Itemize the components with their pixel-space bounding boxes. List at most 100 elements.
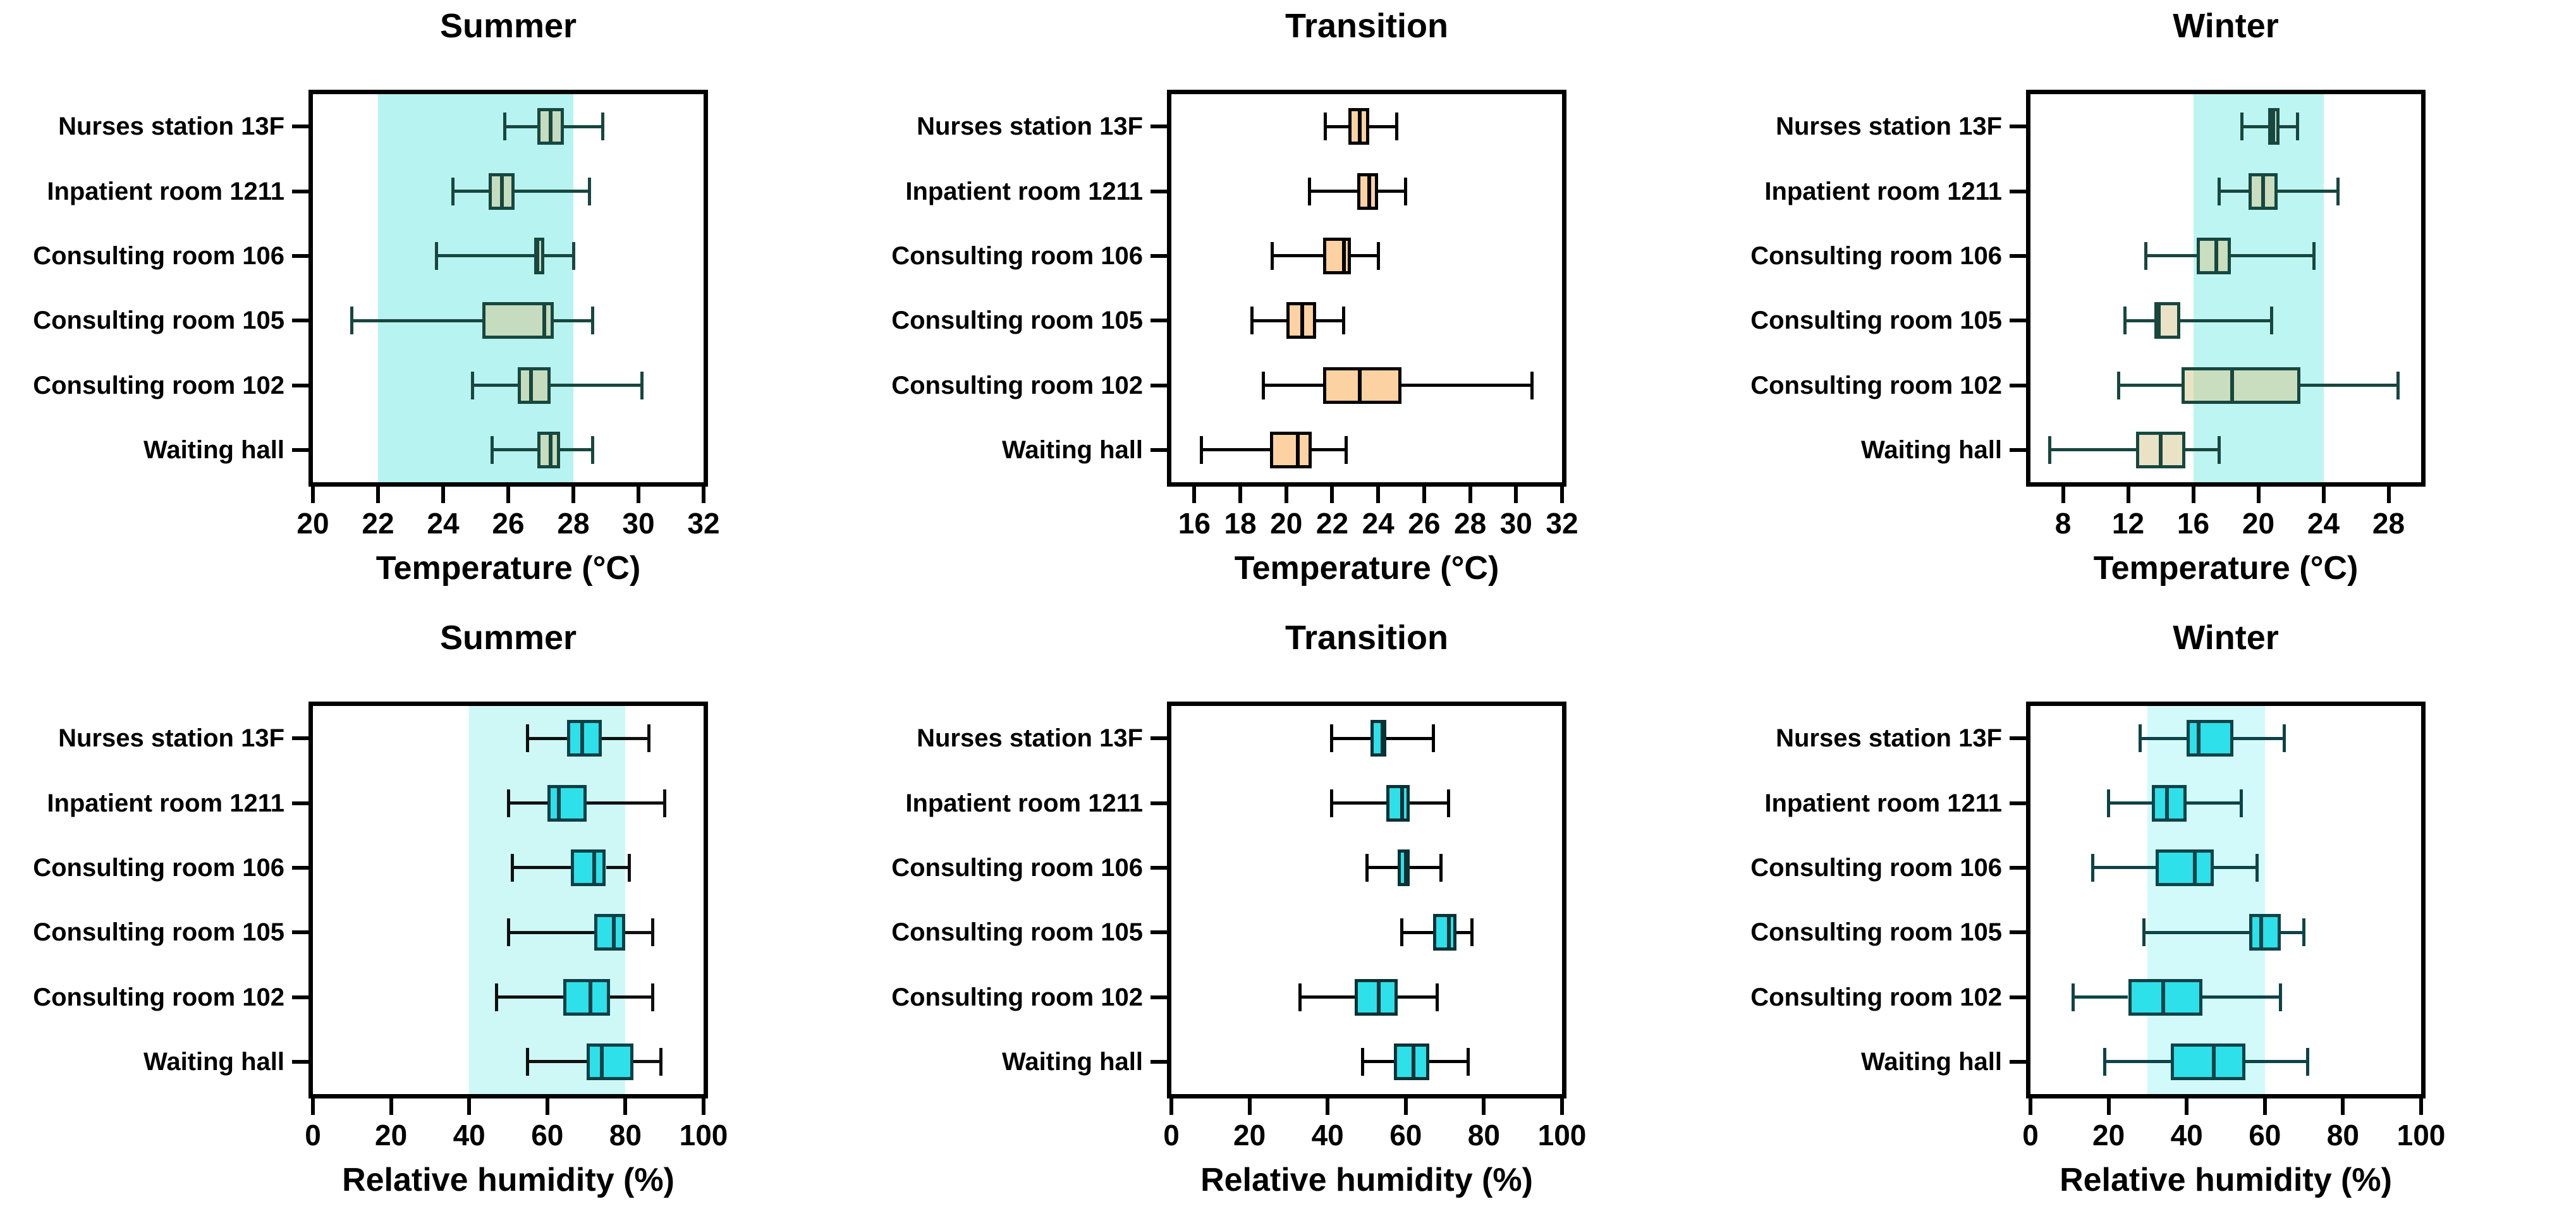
category-label: Consulting room 105 bbox=[891, 918, 1143, 947]
median-line bbox=[2259, 914, 2263, 951]
whisker-low-cap bbox=[2107, 789, 2111, 817]
x-tick-label: 20 bbox=[2242, 507, 2275, 540]
x-tick-label: 26 bbox=[1408, 507, 1441, 540]
whisker-low-line bbox=[1331, 736, 1371, 740]
median-line bbox=[1300, 302, 1305, 339]
x-tick bbox=[1514, 487, 1518, 503]
x-tick-label: 30 bbox=[622, 507, 655, 540]
whisker-high-cap bbox=[640, 371, 644, 399]
whisker-low-cap bbox=[2144, 241, 2148, 270]
x-axis-label: Relative humidity (%) bbox=[1200, 1162, 1533, 1198]
y-tick bbox=[1151, 801, 1167, 805]
y-tick bbox=[1151, 736, 1167, 741]
x-tick bbox=[506, 487, 510, 503]
whisker-low-cap bbox=[1365, 853, 1369, 882]
whisker-high-cap bbox=[1344, 435, 1348, 464]
median-line bbox=[1376, 978, 1381, 1016]
y-tick bbox=[292, 319, 308, 323]
whisker-high-line bbox=[2202, 995, 2281, 999]
whisker-high-line bbox=[633, 1060, 661, 1064]
y-tick bbox=[292, 383, 308, 387]
x-tick-label: 8 bbox=[2054, 507, 2072, 540]
category-label: Consulting room 105 bbox=[1750, 918, 2002, 947]
category-label: Consulting room 105 bbox=[891, 307, 1143, 335]
x-tick bbox=[1376, 487, 1381, 503]
x-tick-label: 20 bbox=[1270, 507, 1303, 540]
x-tick bbox=[1422, 487, 1426, 503]
y-tick bbox=[292, 125, 308, 129]
whisker-high-line bbox=[602, 736, 649, 740]
x-tick-label: 12 bbox=[2111, 507, 2145, 540]
whisker-low-line bbox=[2146, 254, 2197, 258]
box-consulting-room-105 bbox=[1433, 914, 1457, 951]
x-tick-label: 0 bbox=[2022, 1119, 2039, 1152]
median-line bbox=[557, 784, 561, 822]
box-consulting-room-106 bbox=[2155, 849, 2214, 886]
whisker-high-cap bbox=[647, 724, 650, 753]
x-tick bbox=[1468, 487, 1472, 503]
whisker-high-line bbox=[1350, 254, 1379, 258]
x-tick bbox=[1403, 1098, 1408, 1115]
box-inpatient-room-1211 bbox=[1386, 784, 1410, 822]
whisker-high-cap bbox=[659, 1047, 662, 1076]
median-line bbox=[1367, 173, 1371, 210]
y-tick bbox=[292, 995, 308, 999]
whisker-low-line bbox=[1325, 125, 1348, 128]
box-inpatient-room-1211 bbox=[547, 784, 587, 822]
whisker-low-cap bbox=[350, 307, 354, 335]
whisker-low-cap bbox=[435, 241, 439, 270]
median-line bbox=[2192, 849, 2197, 886]
category-label: Inpatient room 1211 bbox=[905, 177, 1143, 205]
whisker-high-line bbox=[1429, 1060, 1468, 1064]
x-axis-label: Temperature (°C) bbox=[1234, 550, 1499, 587]
whisker-high-cap bbox=[628, 853, 632, 882]
category-label: Nurses station 13F bbox=[917, 724, 1143, 753]
x-tick-label: 80 bbox=[1467, 1119, 1500, 1152]
whisker-low-line bbox=[453, 190, 489, 193]
whisker-high-line bbox=[563, 125, 603, 128]
whisker-high-cap bbox=[2302, 918, 2306, 947]
whisker-low-cap bbox=[2240, 113, 2244, 141]
category-label: Consulting room 106 bbox=[891, 853, 1143, 882]
whisker-high-cap bbox=[2240, 789, 2243, 817]
whisker-high-line bbox=[2279, 125, 2298, 128]
whisker-low-line bbox=[2125, 319, 2154, 322]
whisker-high-line bbox=[2245, 1060, 2308, 1064]
x-tick-label: 0 bbox=[1163, 1119, 1180, 1152]
median-line bbox=[1341, 237, 1346, 274]
whisker-low-cap bbox=[2138, 724, 2142, 753]
y-tick bbox=[2010, 189, 2026, 193]
x-axis-label: Temperature (°C) bbox=[375, 550, 641, 587]
median-line bbox=[529, 367, 534, 404]
whisker-low-line bbox=[2092, 866, 2156, 870]
median-line bbox=[2261, 173, 2266, 210]
whisker-high-cap bbox=[1439, 853, 1443, 882]
whisker-high-cap bbox=[591, 307, 595, 335]
x-tick bbox=[1326, 1098, 1330, 1115]
whisker-low-cap bbox=[470, 371, 474, 399]
whisker-low-line bbox=[508, 801, 547, 805]
whisker-low-line bbox=[2242, 125, 2268, 128]
x-tick bbox=[1560, 487, 1564, 503]
x-tick bbox=[2185, 1098, 2189, 1115]
category-label: Inpatient room 1211 bbox=[47, 177, 284, 205]
y-tick bbox=[2010, 930, 2026, 935]
median-line bbox=[2165, 784, 2170, 822]
x-tick bbox=[1247, 1098, 1252, 1115]
whisker-high-cap bbox=[1342, 307, 1346, 335]
whisker-low-cap bbox=[510, 853, 514, 882]
whisker-high-line bbox=[1378, 190, 1406, 193]
box-consulting-room-102 bbox=[2182, 367, 2301, 404]
whisker-high-line bbox=[2187, 801, 2242, 805]
whisker-high-line bbox=[544, 254, 573, 258]
category-label: Nurses station 13F bbox=[58, 113, 284, 141]
median-line bbox=[2159, 431, 2163, 468]
x-tick bbox=[1169, 1098, 1173, 1115]
box-nurses-station-13f bbox=[566, 720, 602, 757]
category-label: Consulting room 102 bbox=[891, 983, 1143, 1011]
box-consulting-room-102 bbox=[518, 367, 551, 404]
whisker-low-cap bbox=[526, 1047, 530, 1076]
whisker-low-line bbox=[492, 448, 538, 452]
box-consulting-room-102 bbox=[1322, 367, 1401, 404]
y-tick bbox=[292, 189, 308, 193]
